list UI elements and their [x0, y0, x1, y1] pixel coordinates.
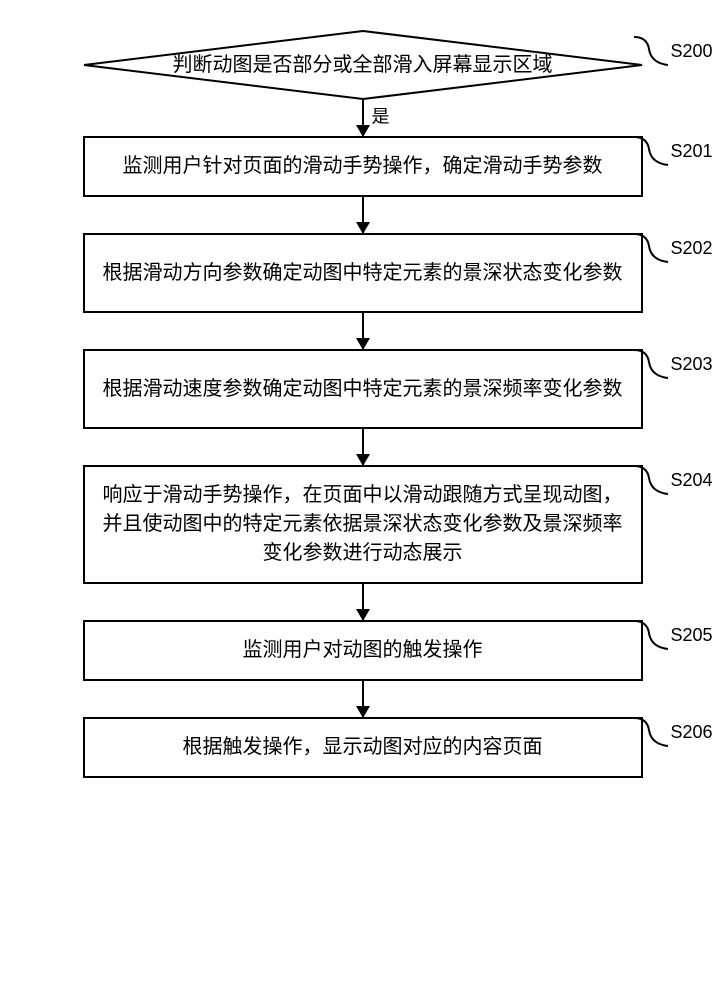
connector: [362, 313, 364, 349]
flowchart: 判断动图是否部分或全部滑入屏幕显示区域 S200 是 监测用户针对页面的滑动手势…: [23, 30, 703, 778]
step-s200-row: 判断动图是否部分或全部滑入屏幕显示区域 S200: [23, 30, 703, 100]
step-label: S203: [633, 349, 713, 379]
step-id: S204: [671, 470, 713, 491]
yes-label: 是: [372, 102, 390, 128]
step-label: S205: [633, 620, 713, 650]
step-s204-row: 响应于滑动手势操作，在页面中以滑动跟随方式呈现动图，并且使动图中的特定元素依据景…: [23, 465, 703, 584]
bracket-icon: [633, 36, 669, 66]
process-node: 监测用户针对页面的滑动手势操作，确定滑动手势参数: [83, 136, 643, 197]
bracket-icon: [633, 349, 669, 379]
step-s206-row: 根据触发操作，显示动图对应的内容页面 S206: [23, 717, 703, 778]
step-id: S202: [671, 238, 713, 259]
step-text: 监测用户对动图的触发操作: [243, 636, 483, 665]
connector: [362, 429, 364, 465]
step-id: S206: [671, 722, 713, 743]
step-text: 判断动图是否部分或全部滑入屏幕显示区域: [173, 51, 553, 80]
step-text: 根据滑动方向参数确定动图中特定元素的景深状态变化参数: [103, 259, 623, 288]
step-label: S206: [633, 717, 713, 747]
step-text: 监测用户针对页面的滑动手势操作，确定滑动手势参数: [123, 152, 603, 181]
process-node: 根据触发操作，显示动图对应的内容页面: [83, 717, 643, 778]
step-s201-row: 监测用户针对页面的滑动手势操作，确定滑动手势参数 S201: [23, 136, 703, 197]
connector: [362, 584, 364, 620]
step-id: S200: [671, 41, 713, 62]
process-node: 监测用户对动图的触发操作: [83, 620, 643, 681]
connector: [362, 197, 364, 233]
step-s202-row: 根据滑动方向参数确定动图中特定元素的景深状态变化参数 S202: [23, 233, 703, 313]
step-label: S201: [633, 136, 713, 166]
step-label: S202: [633, 233, 713, 263]
connector: 是: [362, 100, 364, 136]
step-label: S200: [633, 36, 713, 66]
step-id: S201: [671, 141, 713, 162]
process-node: 根据滑动速度参数确定动图中特定元素的景深频率变化参数: [83, 349, 643, 429]
process-node: 根据滑动方向参数确定动图中特定元素的景深状态变化参数: [83, 233, 643, 313]
bracket-icon: [633, 465, 669, 495]
bracket-icon: [633, 233, 669, 263]
step-id: S203: [671, 354, 713, 375]
connector: [362, 681, 364, 717]
step-id: S205: [671, 625, 713, 646]
bracket-icon: [633, 717, 669, 747]
bracket-icon: [633, 136, 669, 166]
bracket-icon: [633, 620, 669, 650]
step-text: 根据滑动速度参数确定动图中特定元素的景深频率变化参数: [103, 375, 623, 404]
process-node: 响应于滑动手势操作，在页面中以滑动跟随方式呈现动图，并且使动图中的特定元素依据景…: [83, 465, 643, 584]
decision-node: 判断动图是否部分或全部滑入屏幕显示区域: [83, 30, 643, 100]
step-s203-row: 根据滑动速度参数确定动图中特定元素的景深频率变化参数 S203: [23, 349, 703, 429]
step-label: S204: [633, 465, 713, 495]
step-s205-row: 监测用户对动图的触发操作 S205: [23, 620, 703, 681]
step-text: 响应于滑动手势操作，在页面中以滑动跟随方式呈现动图，并且使动图中的特定元素依据景…: [103, 481, 623, 568]
step-text: 根据触发操作，显示动图对应的内容页面: [183, 733, 543, 762]
